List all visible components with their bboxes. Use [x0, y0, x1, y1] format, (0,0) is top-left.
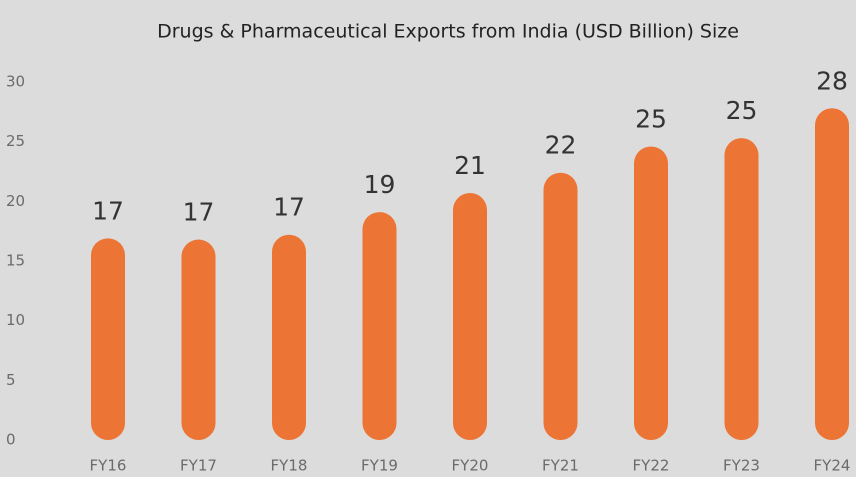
bar: [634, 146, 668, 440]
x-tick-label: FY16: [90, 457, 127, 475]
y-tick-label: 30: [6, 73, 25, 91]
chart-title: Drugs & Pharmaceutical Exports from Indi…: [157, 21, 739, 43]
value-label: 25: [635, 104, 667, 133]
value-label: 17: [183, 198, 215, 227]
y-tick-label: 15: [6, 252, 25, 270]
bar: [181, 239, 216, 440]
x-tick-label: FY20: [452, 457, 489, 475]
bar: [362, 212, 397, 440]
y-tick-label: 10: [6, 311, 25, 329]
x-tick-label: FY17: [180, 457, 217, 475]
value-label: 28: [816, 66, 848, 95]
bar: [91, 238, 125, 440]
y-tick-label: 25: [6, 132, 25, 150]
bar: [724, 138, 759, 440]
x-tick-label: FY18: [271, 457, 308, 475]
bar: [815, 108, 849, 441]
value-label: 19: [364, 170, 396, 199]
bar: [543, 172, 578, 440]
value-label: 22: [545, 131, 577, 160]
value-label: 17: [273, 193, 305, 222]
x-tick-label: FY23: [723, 457, 760, 475]
y-tick-label: 20: [6, 192, 25, 210]
value-label: 21: [454, 151, 486, 180]
x-tick-label: FY24: [814, 457, 851, 475]
bar: [272, 234, 306, 440]
bar: [453, 192, 487, 440]
value-label: 25: [726, 96, 758, 125]
value-label: 17: [92, 196, 124, 225]
x-tick-label: FY21: [542, 457, 579, 475]
y-tick-label: 5: [6, 371, 16, 389]
x-tick-label: FY19: [361, 457, 398, 475]
x-tick-label: FY22: [633, 457, 670, 475]
y-tick-label: 0: [6, 431, 16, 449]
